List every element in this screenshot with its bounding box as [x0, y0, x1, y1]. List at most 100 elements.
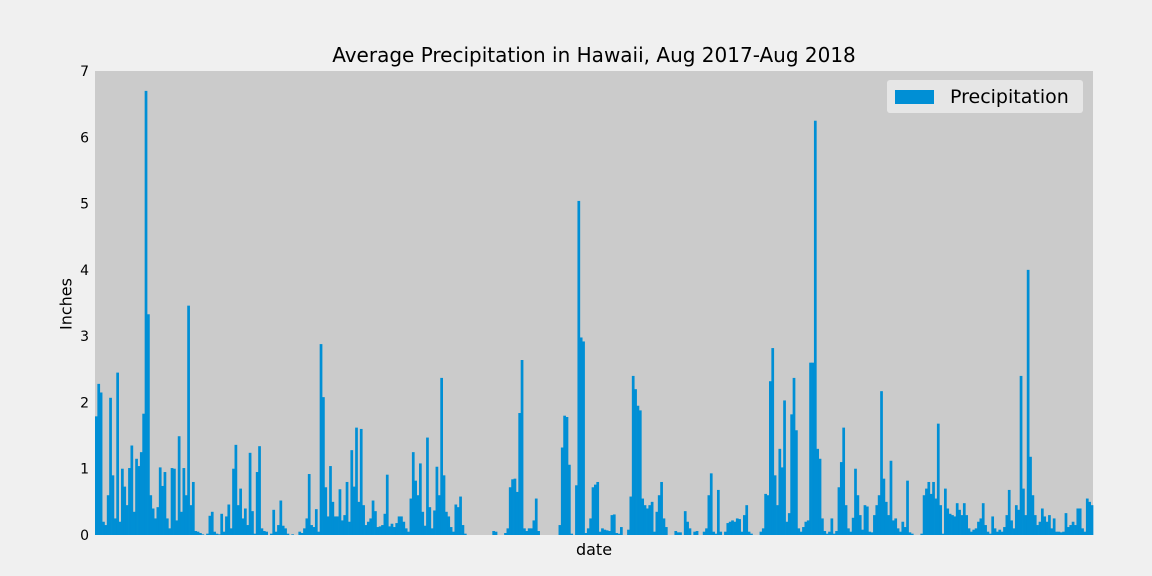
precipitation-bar: [1076, 508, 1080, 535]
precipitation-bar: [281, 525, 285, 535]
precipitation-bar: [735, 518, 739, 535]
precipitation-bar: [1066, 527, 1070, 535]
precipitation-bar: [1017, 509, 1021, 535]
precipitation-bar: [253, 533, 257, 535]
precipitation-bar: [369, 518, 373, 535]
precipitation-bar: [610, 515, 614, 535]
precipitation-bar: [194, 531, 198, 535]
precipitation-bar: [106, 495, 110, 535]
precipitation-bar: [113, 518, 117, 535]
precipitation-bar: [787, 513, 791, 535]
precipitation-bar: [229, 528, 233, 535]
precipitation-bar: [766, 495, 770, 535]
precipitation-bar: [653, 531, 656, 535]
precipitation-bar: [345, 481, 349, 535]
precipitation-bar: [1014, 505, 1018, 535]
precipitation-bar: [714, 533, 718, 535]
precipitation-bar: [177, 436, 181, 535]
precipitation-bar: [882, 478, 886, 535]
precipitation-bar: [977, 521, 980, 535]
precipitation-bar: [887, 515, 890, 535]
precipitation-bar: [927, 481, 931, 535]
precipitation-bar: [187, 305, 190, 535]
precipitation-bar: [695, 531, 699, 535]
precipitation-bar: [894, 518, 898, 535]
precipitation-bar: [333, 516, 337, 535]
precipitation-bar: [1036, 525, 1039, 535]
precipitation-bar: [388, 526, 391, 535]
y-axis-ticks: 0 1 2 3 4 5 6 7: [80, 64, 89, 544]
precipitation-bar: [506, 528, 510, 535]
precipitation-bar: [802, 527, 805, 535]
precipitation-bar: [1026, 269, 1030, 535]
precipitation-bar: [631, 375, 635, 535]
precipitation-bar: [646, 508, 649, 535]
precipitation-bar: [601, 528, 604, 535]
precipitation-bar: [154, 518, 157, 535]
precipitation-bar: [731, 520, 734, 535]
precipitation-bar: [1062, 531, 1065, 535]
precipitation-bar: [830, 518, 834, 535]
precipitation-bar: [364, 525, 368, 535]
precipitation-bar: [116, 372, 119, 535]
precipitation-bar: [1000, 531, 1004, 535]
precipitation-bar: [778, 448, 782, 535]
precipitation-bar: [839, 462, 843, 535]
precipitation-bar: [210, 511, 214, 535]
precipitation-bar: [832, 533, 836, 535]
precipitation-bar: [161, 485, 164, 535]
precipitation-bar: [991, 516, 995, 535]
precipitation-bar: [984, 525, 987, 535]
precipitation-bar: [513, 478, 517, 535]
legend: Precipitation: [887, 80, 1083, 113]
precipitation-bar: [227, 504, 231, 535]
precipitation-bar: [795, 430, 798, 535]
precipitation-bar: [277, 525, 280, 535]
precipitation-bar: [608, 531, 611, 535]
precipitation-bar: [310, 525, 313, 535]
precipitation-bar: [858, 515, 862, 535]
precipitation-bar: [272, 509, 276, 535]
precipitation-bar: [99, 392, 103, 535]
precipitation-bar: [170, 468, 174, 535]
precipitation-bar: [936, 423, 940, 535]
precipitation-bar: [733, 521, 737, 535]
precipitation-bar: [705, 528, 708, 535]
precipitation-bar: [728, 521, 732, 535]
precipitation-bar: [958, 509, 961, 535]
precipitation-bar: [523, 528, 526, 535]
precipitation-bar: [340, 520, 344, 535]
precipitation-bar: [683, 511, 687, 535]
precipitation-bar: [906, 480, 909, 535]
y-tick-label: 2: [80, 395, 89, 411]
precipitation-bar: [627, 529, 630, 535]
precipitation-bar: [376, 527, 380, 535]
precipitation-bar: [279, 500, 283, 535]
precipitation-bar: [435, 466, 439, 535]
precipitation-bar: [764, 493, 767, 535]
precipitation-bar: [326, 516, 330, 535]
precipitation-bar: [442, 475, 446, 535]
precipitation-bar: [430, 528, 434, 535]
precipitation-bar: [575, 485, 578, 535]
precipitation-bar: [899, 531, 902, 535]
precipitation-bar: [780, 467, 784, 535]
precipitation-bar: [251, 511, 254, 535]
precipitation-bar: [149, 495, 153, 535]
precipitation-bar: [629, 496, 633, 535]
precipitation-bar: [759, 531, 763, 535]
precipitation-bar: [142, 413, 146, 535]
precipitation-bar: [515, 491, 519, 535]
precipitation-bar: [620, 527, 623, 535]
precipitation-bar: [102, 521, 105, 535]
precipitation-bar: [454, 504, 458, 535]
precipitation-bar: [951, 515, 954, 535]
precipitation-bar: [452, 531, 455, 535]
precipitation-bar: [996, 531, 999, 535]
precipitation-bar: [1069, 525, 1073, 535]
precipitation-bar: [896, 528, 900, 535]
precipitation-bar: [565, 417, 569, 535]
precipitation-bar: [437, 495, 441, 535]
precipitation-bar: [291, 534, 295, 535]
precipitation-bar: [835, 531, 838, 535]
